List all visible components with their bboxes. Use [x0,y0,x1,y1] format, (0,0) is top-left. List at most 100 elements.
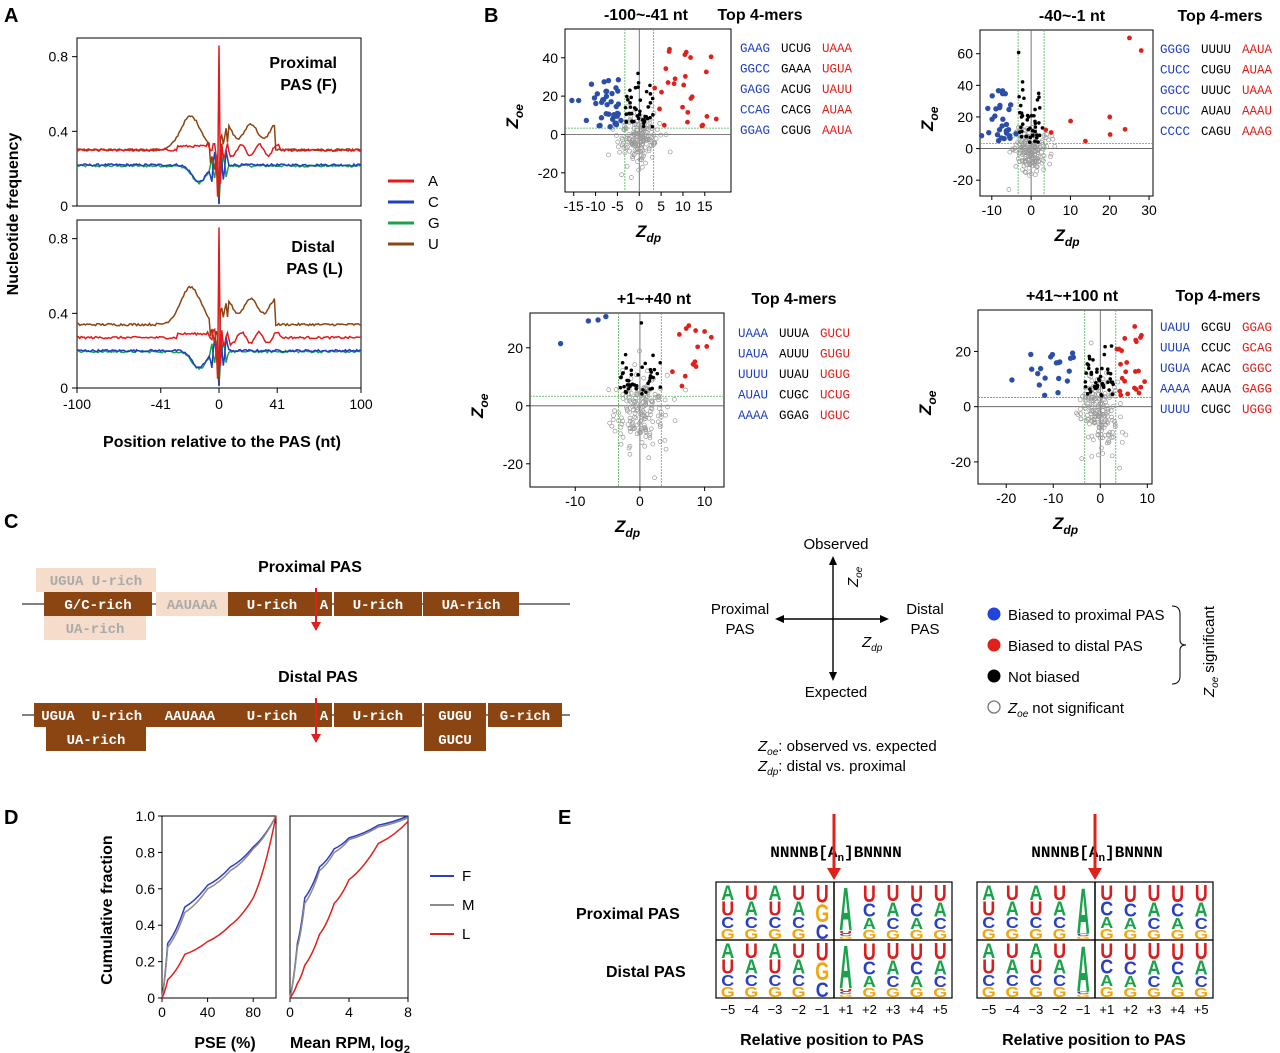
point-not-significant [628,175,634,180]
logo-letter-C: C [1124,899,1137,920]
point-not-biased [1016,50,1021,55]
point-not-significant [1023,149,1029,155]
point-not-significant [1117,465,1122,471]
point-not-significant [1044,132,1049,137]
faded-uguaurich-label: UGUA U-rich [50,574,142,590]
y-tick-label: 0.2 [136,954,156,970]
point-not-significant [646,122,651,128]
point-not-significant [1097,421,1103,427]
logo-letter-C: C [887,973,900,991]
logo-letter-A: A [982,939,995,963]
point-not-biased [1018,103,1023,108]
point-biased-distal [672,76,678,82]
point-not-significant [656,393,661,399]
point-biased-proximal [603,88,610,95]
point-biased-proximal [608,98,614,105]
logo-letter-U: U [1124,880,1137,907]
point-not-biased [658,385,663,389]
point-biased-distal [681,82,687,88]
point-not-biased [636,80,641,85]
point-not-significant [642,145,648,150]
panel-c-observed-label: Observed [803,536,868,553]
point-not-biased [639,321,644,325]
point-not-significant [1102,413,1108,419]
point-not-significant [612,428,618,434]
line-U-aLinesBot [76,285,362,381]
prox-box-1-box [228,592,316,616]
logo-letter-A: A [1195,958,1208,980]
point-biased-distal [657,106,662,112]
panel-d-ylabel: Cumulative fraction [99,835,116,984]
logo-letter-A: A [768,939,781,963]
point-not-significant [1036,158,1041,164]
point-not-biased [624,366,629,370]
point-not-biased [1018,110,1022,115]
kmer: CCUC [1201,342,1231,356]
logo-letter-C: C [721,972,734,990]
point-not-significant [1039,160,1045,166]
kmer: AAAA [738,409,769,423]
kmer: GGAG [1242,321,1272,335]
point-biased-distal [699,123,705,129]
kmer: AUUU [779,348,809,362]
logo-letter-U: U [1100,939,1113,963]
point-not-significant [625,139,631,145]
panel-c: Proximal PAS Distal PAS UGUA U-rich UA-ri… [22,536,1221,778]
point-not-significant [1098,400,1104,406]
point-not-significant [1021,151,1026,156]
point-not-significant [627,415,633,421]
legend-marker-proximal [987,607,1001,621]
legend-proximal: Biased to proximal PAS [1008,607,1164,624]
point-biased-distal [688,55,693,60]
panel-a-bottom-lines [76,227,362,387]
logo-letter-G: G [933,986,947,1000]
point-not-biased [648,83,652,88]
kmer: UGUG [820,368,850,382]
scatter-title: -100~-41 nt [604,7,689,24]
logo-letter-G: G [1076,936,1090,940]
panel-e-logos: NNNNB[An]BNNNNAUCGUACGAUCGUACGUGCAUCGUCA… [715,814,1214,1017]
point-not-significant [657,121,663,126]
panel-a-top-title-1: Proximal [269,55,337,72]
logo-letter-A: A [910,915,923,933]
logo-letter-U: U [745,881,758,905]
point-biased-proximal [1042,375,1048,381]
kmer: CAGU [1201,125,1231,139]
dist-gucu-label: GUCU [438,733,472,749]
position-label: +2 [1123,1002,1138,1017]
dist-box-1-box [82,703,152,727]
dist-box-3-box [228,703,316,727]
point-not-biased [636,85,640,89]
point-not-biased [1037,95,1041,99]
point-biased-distal [652,85,658,91]
x-tick-label: 100 [349,396,373,412]
point-biased-distal [670,369,675,375]
point-not-biased [1088,387,1092,391]
point-not-biased [1037,106,1042,110]
dist-box-7-label: G-rich [500,709,550,725]
point-biased-distal [1122,378,1128,384]
point-not-significant [1090,437,1096,443]
panel-e-xlabel-left: Relative position to PAS [740,1032,924,1049]
point-not-biased [1109,380,1114,384]
panel-a-top-title-2: PAS (F) [280,77,337,94]
point-biased-distal [679,383,685,389]
point-not-significant [1115,379,1121,385]
kmer: CCUC [1160,105,1190,119]
point-not-significant [1022,156,1028,162]
point-biased-proximal [1056,375,1062,382]
point-not-significant [662,397,668,403]
kmer: CACG [781,104,811,118]
point-biased-proximal [557,340,564,347]
kmer: UGUA [1160,362,1191,376]
logo-letter-A: A [934,900,947,922]
kmer: AUAU [1201,105,1231,119]
point-not-biased [629,372,634,377]
point-not-significant [619,135,625,141]
point-biased-proximal [1035,370,1041,377]
point-biased-proximal [593,100,599,107]
point-not-significant [654,127,660,133]
point-not-biased [621,371,625,375]
point-not-biased [1033,129,1037,134]
